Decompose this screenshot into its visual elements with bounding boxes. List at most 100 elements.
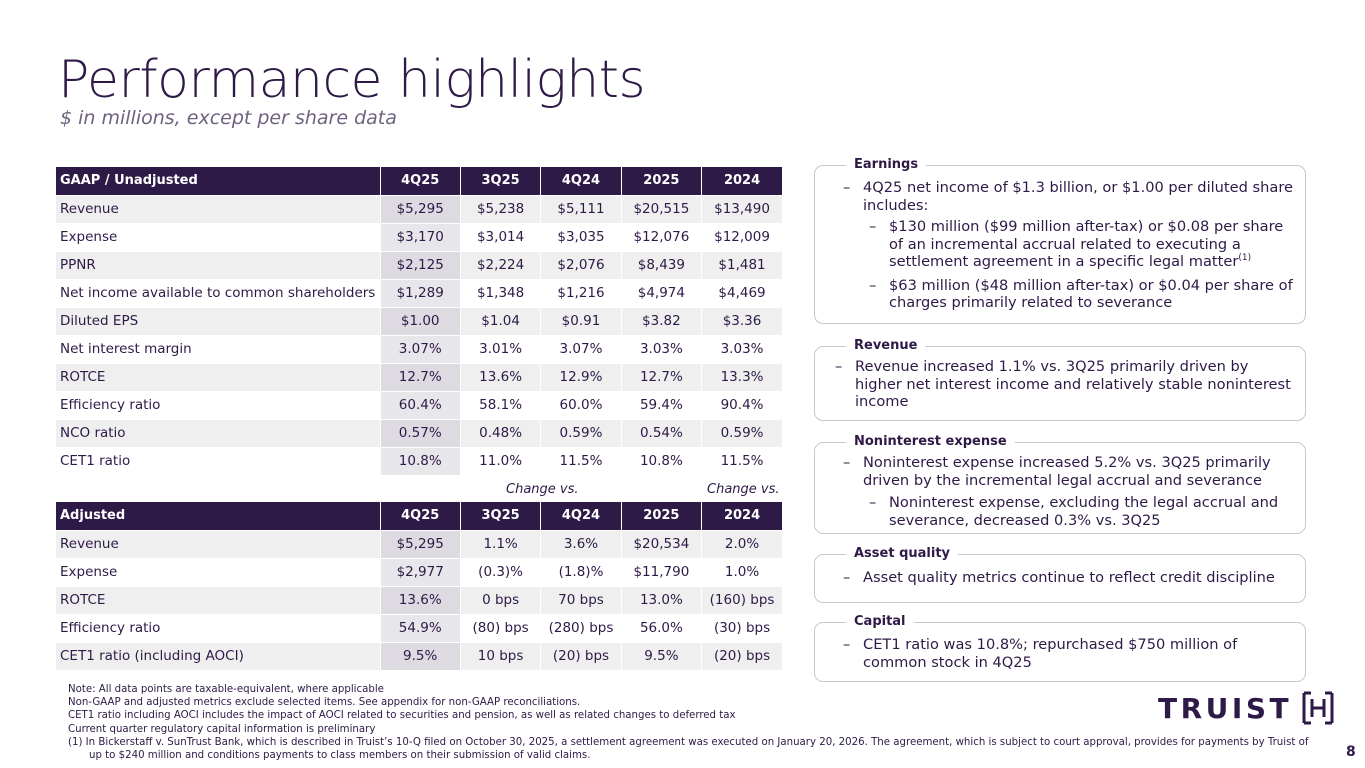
- list-item: – Noninterest expense increased 5.2% vs. …: [843, 454, 1271, 489]
- page-number: 8: [1346, 744, 1356, 760]
- table-cell: $2,125: [379, 250, 461, 279]
- table-cell: 13.6%: [379, 585, 461, 614]
- table-cell: (160) bps: [701, 585, 782, 614]
- table-cell: $1,348: [459, 278, 541, 307]
- asset-quality-panel: Asset quality – Asset quality metrics con…: [814, 546, 1306, 603]
- column-header: 2024: [701, 167, 782, 195]
- table-cell: $1,289: [379, 278, 461, 307]
- table-cell: $8,439: [620, 250, 702, 279]
- footnote-line: Non-GAAP and adjusted metrics exclude se…: [68, 697, 581, 709]
- table-cell: $3,170: [379, 222, 461, 251]
- table-cell: 3.01%: [459, 334, 541, 363]
- list-item: – Noninterest expense, excluding the lega…: [869, 494, 1279, 529]
- asset-quality-panel-title: Asset quality: [846, 546, 959, 562]
- table-cell: $4,469: [701, 278, 782, 307]
- table-cell: (20) bps: [701, 641, 782, 670]
- table-cell: $2,076: [540, 250, 622, 279]
- gaap-table: GAAP / Unadjusted 4Q25 3Q25 4Q24 2025 20…: [56, 167, 782, 475]
- table-row: NCO ratio 0.57% 0.48% 0.59% 0.54% 0.59%: [56, 418, 782, 447]
- table-row: Net income available to common sharehold…: [56, 278, 782, 307]
- table-cell: 13.6%: [459, 362, 541, 391]
- table-cell: (0.3)%: [459, 557, 541, 586]
- row-label: ROTCE: [56, 362, 381, 391]
- table-cell: 0.48%: [459, 418, 541, 447]
- table-cell: 11.5%: [540, 446, 622, 475]
- truist-logo: TRUIST: [1158, 690, 1336, 726]
- logo-wordmark: TRUIST: [1158, 691, 1293, 725]
- truist-mark-icon: [1302, 691, 1334, 725]
- row-label: CET1 ratio: [56, 446, 381, 475]
- list-item: – CET1 ratio was 10.8%; repurchased $750 …: [843, 636, 1238, 671]
- column-header: 2025: [620, 502, 702, 530]
- table-cell: 9.5%: [620, 641, 702, 670]
- table-row: Efficiency ratio 60.4% 58.1% 60.0% 59.4% 90.4…: [56, 390, 782, 419]
- table-cell: 3.07%: [540, 334, 622, 363]
- table-row: Expense $2,977 (0.3)% (1.8)% $11,790 1.0%: [56, 557, 782, 586]
- table-cell: $5,238: [459, 194, 541, 223]
- table-cell: $5,295: [379, 194, 461, 223]
- table-row: CET1 ratio 10.8% 11.0% 11.5% 10.8% 11.5%: [56, 446, 782, 475]
- table-cell: $4,974: [620, 278, 702, 307]
- table-cell: 60.4%: [379, 390, 461, 419]
- footnote-line: Note: All data points are taxable-equiva…: [68, 684, 384, 695]
- footnote-line: Current quarter regulatory capital infor…: [68, 723, 376, 735]
- table-cell: $11,790: [620, 557, 702, 586]
- table-cell: 10.8%: [620, 446, 702, 475]
- table-cell: $13,490: [701, 194, 782, 223]
- table-cell: $5,295: [379, 529, 461, 558]
- footnote-line: (1) In Bickerstaff v. SunTrust Bank, whi…: [68, 736, 1309, 762]
- list-item: – $63 million ($48 million after-tax) or …: [869, 276, 1293, 312]
- column-header: 4Q25: [379, 167, 461, 195]
- earnings-panel: Earnings –4Q25 net income of $1.3 billio…: [814, 157, 1306, 324]
- capital-panel: Capital – CET1 ratio was 10.8%; repurchas…: [814, 614, 1306, 682]
- table-cell: $1,481: [701, 250, 782, 279]
- table-cell: $2,977: [379, 557, 461, 586]
- table-cell: (1.8)%: [540, 557, 622, 586]
- table-cell: 3.07%: [379, 334, 461, 363]
- table-cell: 10.8%: [379, 446, 461, 475]
- column-header: GAAP / Unadjusted: [56, 167, 381, 195]
- bullet-dash: –: [869, 218, 877, 235]
- row-label: PPNR: [56, 250, 381, 279]
- table-cell: 54.9%: [379, 613, 461, 642]
- footnote-line: CET1 ratio including AOCI includes the i…: [68, 710, 736, 722]
- table-cell: 10 bps: [459, 641, 541, 670]
- table-cell: 3.6%: [540, 529, 622, 558]
- table-cell: 0.57%: [379, 418, 461, 447]
- row-label: Net interest margin: [56, 334, 381, 363]
- table-cell: $3,014: [459, 222, 541, 251]
- column-header: 4Q24: [540, 502, 622, 530]
- table-cell: 12.7%: [379, 362, 461, 391]
- table-cell: $1,216: [540, 278, 622, 307]
- table-cell: $20,534: [620, 529, 702, 558]
- table-row: Net interest margin 3.07% 3.01% 3.07% 3.03% 3…: [56, 334, 782, 363]
- change-vs-label-quarter: Change vs.: [506, 482, 579, 497]
- table-cell: 0.54%: [620, 418, 702, 447]
- table-cell: $3.36: [701, 306, 782, 335]
- list-item: – Asset quality metrics continue to refle…: [843, 569, 1275, 586]
- table-cell: $20,515: [620, 194, 702, 223]
- table-cell: 60.0%: [540, 390, 622, 419]
- table-cell: 12.7%: [620, 362, 702, 391]
- table-cell: (280) bps: [540, 613, 622, 642]
- table-cell: $1.00: [379, 306, 461, 335]
- revenue-panel-title: Revenue: [846, 338, 926, 354]
- table-header-row: Adjusted 4Q25 3Q25 4Q24 2025 2024: [56, 502, 782, 530]
- table-cell: (80) bps: [459, 613, 541, 642]
- table-cell: 0.59%: [540, 418, 622, 447]
- adjusted-table: Adjusted 4Q25 3Q25 4Q24 2025 2024 Revenu…: [56, 502, 782, 670]
- table-cell: 58.1%: [459, 390, 541, 419]
- column-header: 3Q25: [459, 502, 541, 530]
- bullet-dash: –: [843, 454, 851, 471]
- bullet-dash: –: [869, 494, 877, 511]
- earnings-panel-title: Earnings: [846, 157, 927, 173]
- row-label: NCO ratio: [56, 418, 381, 447]
- bullet-dash: –: [843, 179, 851, 196]
- table-header-row: GAAP / Unadjusted 4Q25 3Q25 4Q24 2025 20…: [56, 167, 782, 195]
- table-cell: 70 bps: [540, 585, 622, 614]
- table-cell: $0.91: [540, 306, 622, 335]
- table-cell: 0 bps: [459, 585, 541, 614]
- table-cell: 1.1%: [459, 529, 541, 558]
- row-label: Revenue: [56, 194, 381, 223]
- table-cell: 9.5%: [379, 641, 461, 670]
